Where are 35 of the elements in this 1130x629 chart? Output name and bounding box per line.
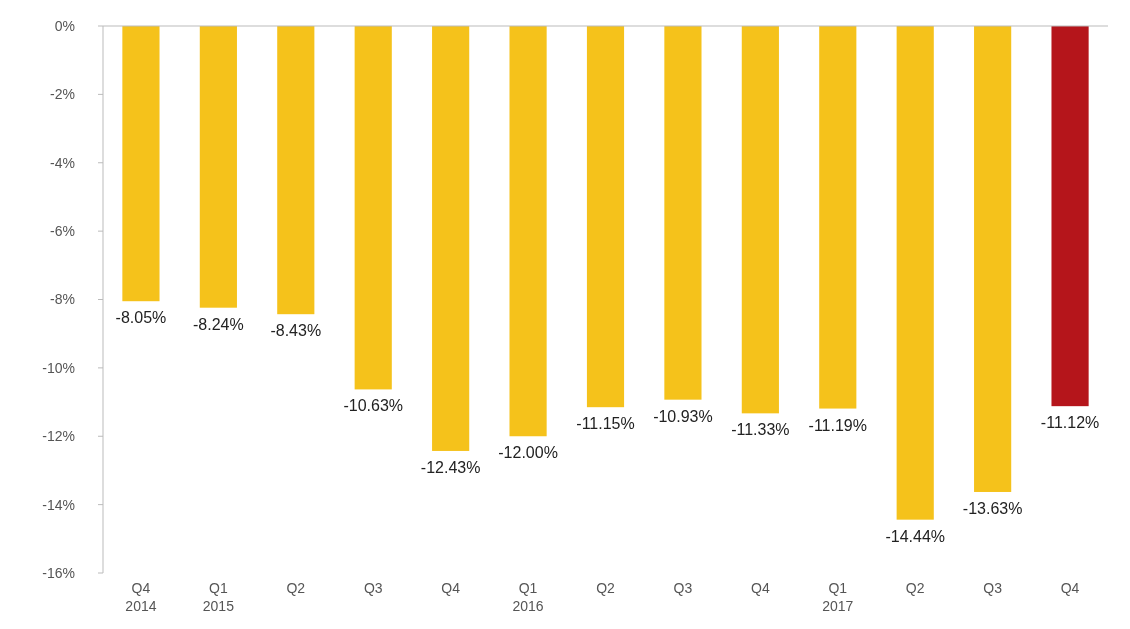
- data-label: -10.63%: [343, 397, 404, 415]
- x-tick-label: Q4: [751, 580, 770, 596]
- y-tick-label: -10%: [42, 359, 75, 376]
- data-label: -8.05%: [115, 309, 167, 327]
- x-tick-label: Q2: [596, 580, 616, 596]
- data-label: -8.24%: [193, 315, 244, 333]
- data-label: -11.19%: [808, 416, 867, 434]
- data-label: -11.33%: [731, 421, 790, 439]
- x-tick-label: Q1 2016: [512, 580, 544, 614]
- data-label: -11.12%: [1040, 414, 1100, 432]
- x-tick-label: Q1 2017: [822, 580, 854, 614]
- y-tick-label: -6%: [50, 223, 75, 240]
- y-tick-label: -2%: [50, 86, 75, 103]
- x-tick-label: Q2: [905, 580, 925, 596]
- y-tick-label: -16%: [42, 564, 75, 581]
- x-tick-label: Q1 2015: [202, 580, 235, 614]
- x-tick-label: Q2: [286, 580, 306, 596]
- x-tick-label: Q4 2014: [125, 580, 157, 614]
- x-tick-label: Q4: [1060, 580, 1080, 596]
- data-label: -14.44%: [885, 527, 945, 545]
- x-tick-label: Q3: [673, 580, 693, 596]
- data-label: -11.15%: [576, 415, 635, 433]
- x-tick-label: Q3: [363, 580, 383, 596]
- data-label: -8.43%: [270, 322, 322, 340]
- y-tick-label: 0%: [54, 17, 75, 34]
- data-label: -10.93%: [653, 407, 713, 425]
- x-tick-label: Q4: [441, 580, 461, 596]
- x-tick-label: Q3: [983, 580, 1003, 596]
- y-tick-label: -8%: [50, 291, 75, 308]
- y-tick-label: -12%: [42, 428, 75, 445]
- y-tick-label: -14%: [42, 496, 75, 513]
- data-label: -12.43%: [420, 458, 481, 476]
- y-tick-label: -4%: [50, 154, 75, 171]
- data-label: -12.00%: [498, 444, 558, 462]
- data-label: -13.63%: [962, 499, 1023, 517]
